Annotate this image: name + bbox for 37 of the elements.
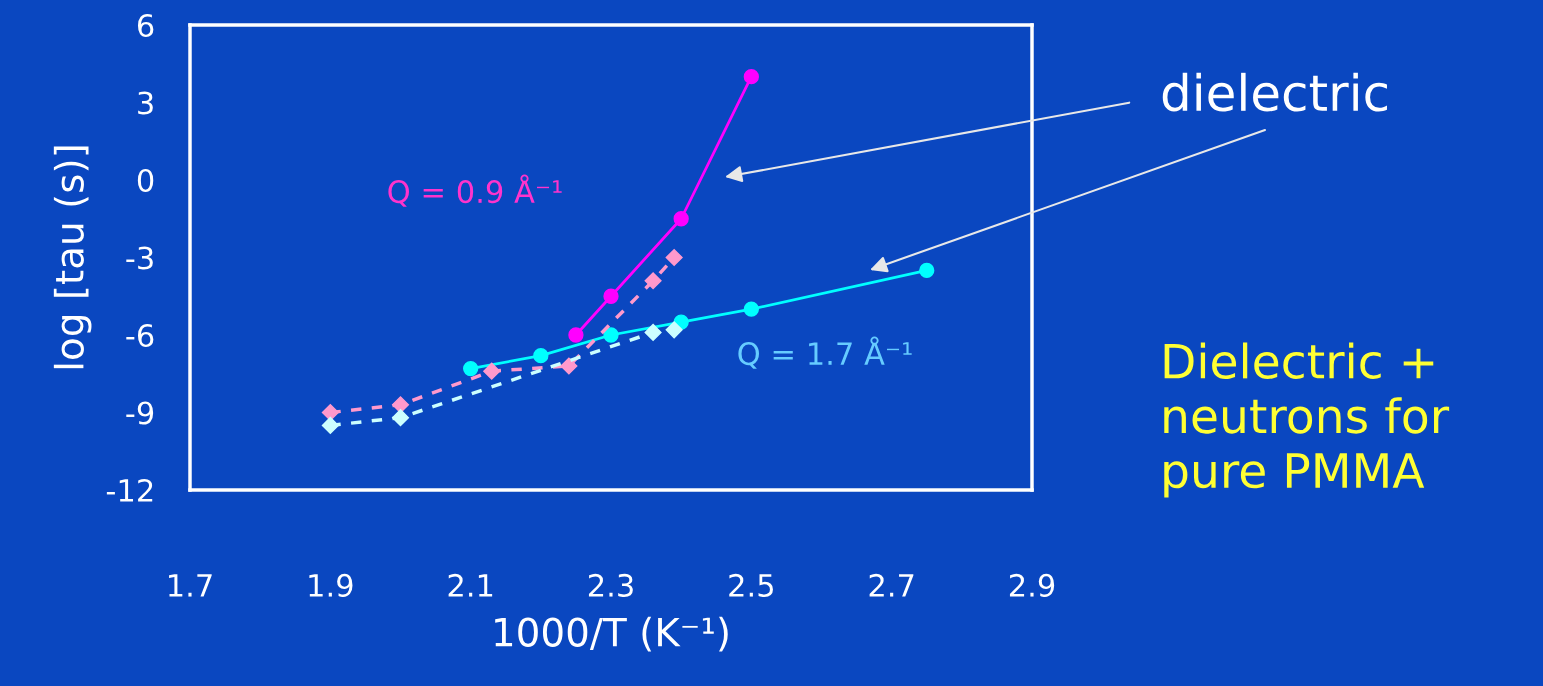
x-tick-label: 2.7 (869, 573, 914, 597)
point (568, 327, 584, 343)
point (743, 69, 759, 85)
point (665, 321, 683, 339)
annotation: Q = 1.7 Å⁻¹ (738, 336, 912, 369)
y-tick-label: -3 (126, 246, 153, 270)
x-tick-label: 2.5 (729, 573, 773, 597)
point (463, 360, 479, 377)
x-tick-label: 1.7 (169, 574, 212, 597)
point (560, 357, 578, 375)
point (603, 327, 619, 343)
y-tick-label: 3 (138, 91, 153, 115)
x-tick-label: 2.3 (588, 573, 633, 597)
point (743, 301, 759, 317)
point (673, 211, 689, 227)
x-tick-label: 2.1 (448, 573, 493, 597)
y-tick-label: 6 (137, 13, 154, 38)
text: Dielectric + neutrons for pure PMMA (1164, 342, 1450, 498)
text: dielectric (1162, 72, 1387, 112)
point (533, 348, 549, 364)
annotation: Q = 0.9 Å⁻¹ (388, 174, 562, 207)
y-tick-label: -12 (106, 478, 153, 502)
point (483, 362, 501, 380)
point (644, 272, 662, 290)
x-tick-label: 2.9 (1009, 573, 1055, 597)
point (644, 323, 662, 341)
point (321, 416, 339, 434)
x-tick-label: 1.9 (309, 573, 353, 597)
point (603, 288, 619, 304)
point (391, 409, 410, 427)
y-tick-label: 0 (137, 168, 154, 193)
y-axis-title: log [tau (s)] (53, 146, 92, 369)
x-axis-title: 1000/T (K⁻¹) (495, 616, 728, 652)
y-tick-label: -6 (126, 323, 154, 348)
y-tick-label: -9 (126, 401, 154, 425)
point (919, 262, 935, 279)
point (665, 248, 683, 267)
